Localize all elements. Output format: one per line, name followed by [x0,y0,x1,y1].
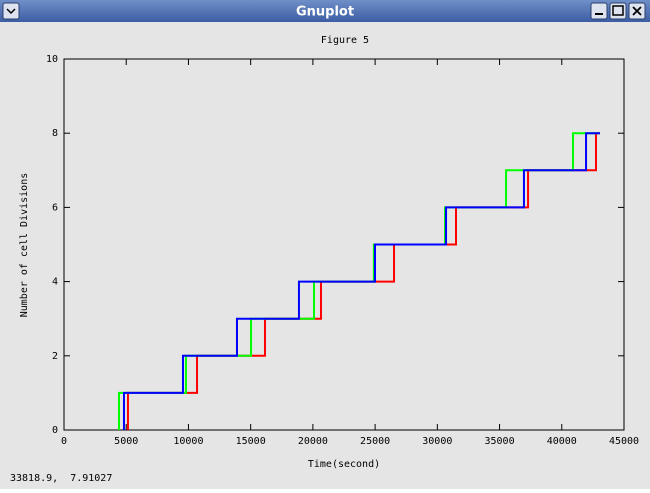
x-tick-label: 25000 [360,436,390,447]
window-title: Gnuplot [296,5,354,20]
close-button[interactable] [628,2,646,20]
y-tick-label: 0 [52,425,58,436]
x-tick-label: 45000 [609,436,639,447]
x-tick-label: 0 [61,436,67,447]
chart-title: Figure 5 [321,35,369,46]
x-tick-label: 35000 [485,436,515,447]
y-axis-label: Number of cell Divisions [19,173,30,318]
x-tick-label: 10000 [173,436,203,447]
x-tick-label: 5000 [114,436,138,447]
title-bar [0,0,650,22]
series-line [122,132,600,430]
x-tick-label: 30000 [422,436,452,447]
maximize-button[interactable] [609,2,627,20]
minimize-button[interactable] [590,2,608,20]
y-tick-label: 2 [52,351,58,362]
status-text: 33818.9, 7.91027 [10,473,112,484]
y-tick-label: 8 [52,128,58,139]
y-tick-label: 10 [46,54,58,65]
menu-button[interactable] [2,2,20,20]
x-tick-label: 15000 [236,436,266,447]
x-tick-label: 40000 [547,436,577,447]
y-tick-label: 4 [52,277,58,288]
y-tick-label: 6 [52,202,58,213]
x-axis-label: Time(second) [308,459,380,470]
plot-border [63,58,625,431]
plot: 0 5000 10000 15000 20000 25000 30000 35000 40000… [46,54,639,447]
x-tick-label: 20000 [298,436,328,447]
